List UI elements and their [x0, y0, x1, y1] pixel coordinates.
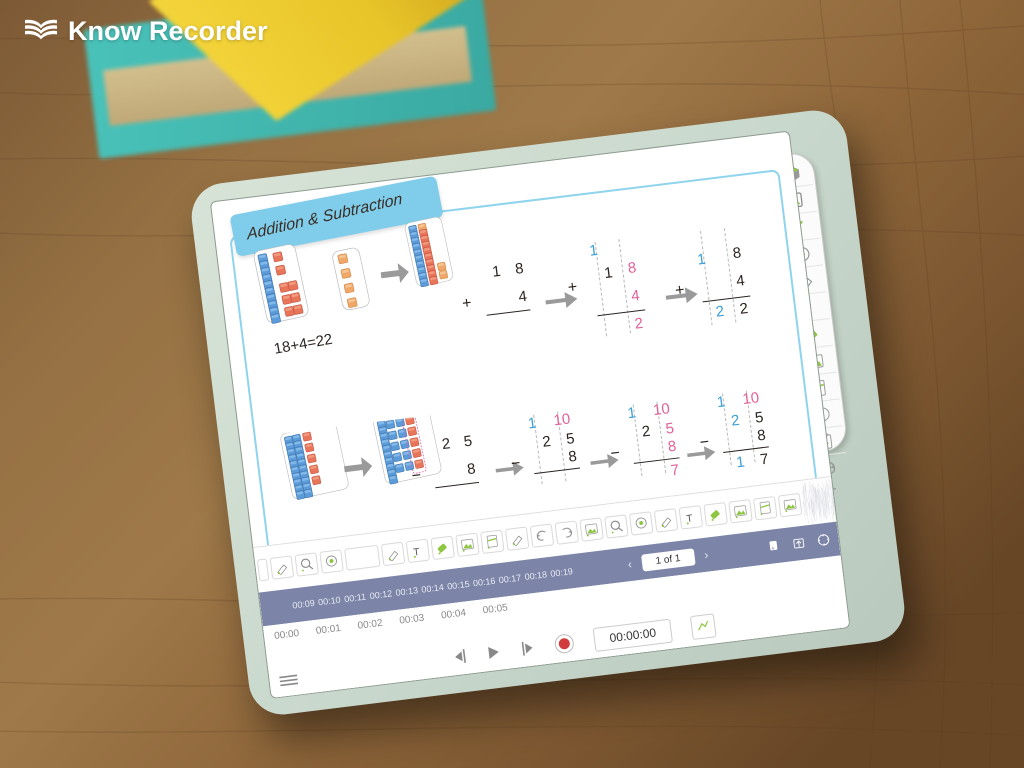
svg-text:18+4=22: 18+4=22 [273, 331, 334, 358]
